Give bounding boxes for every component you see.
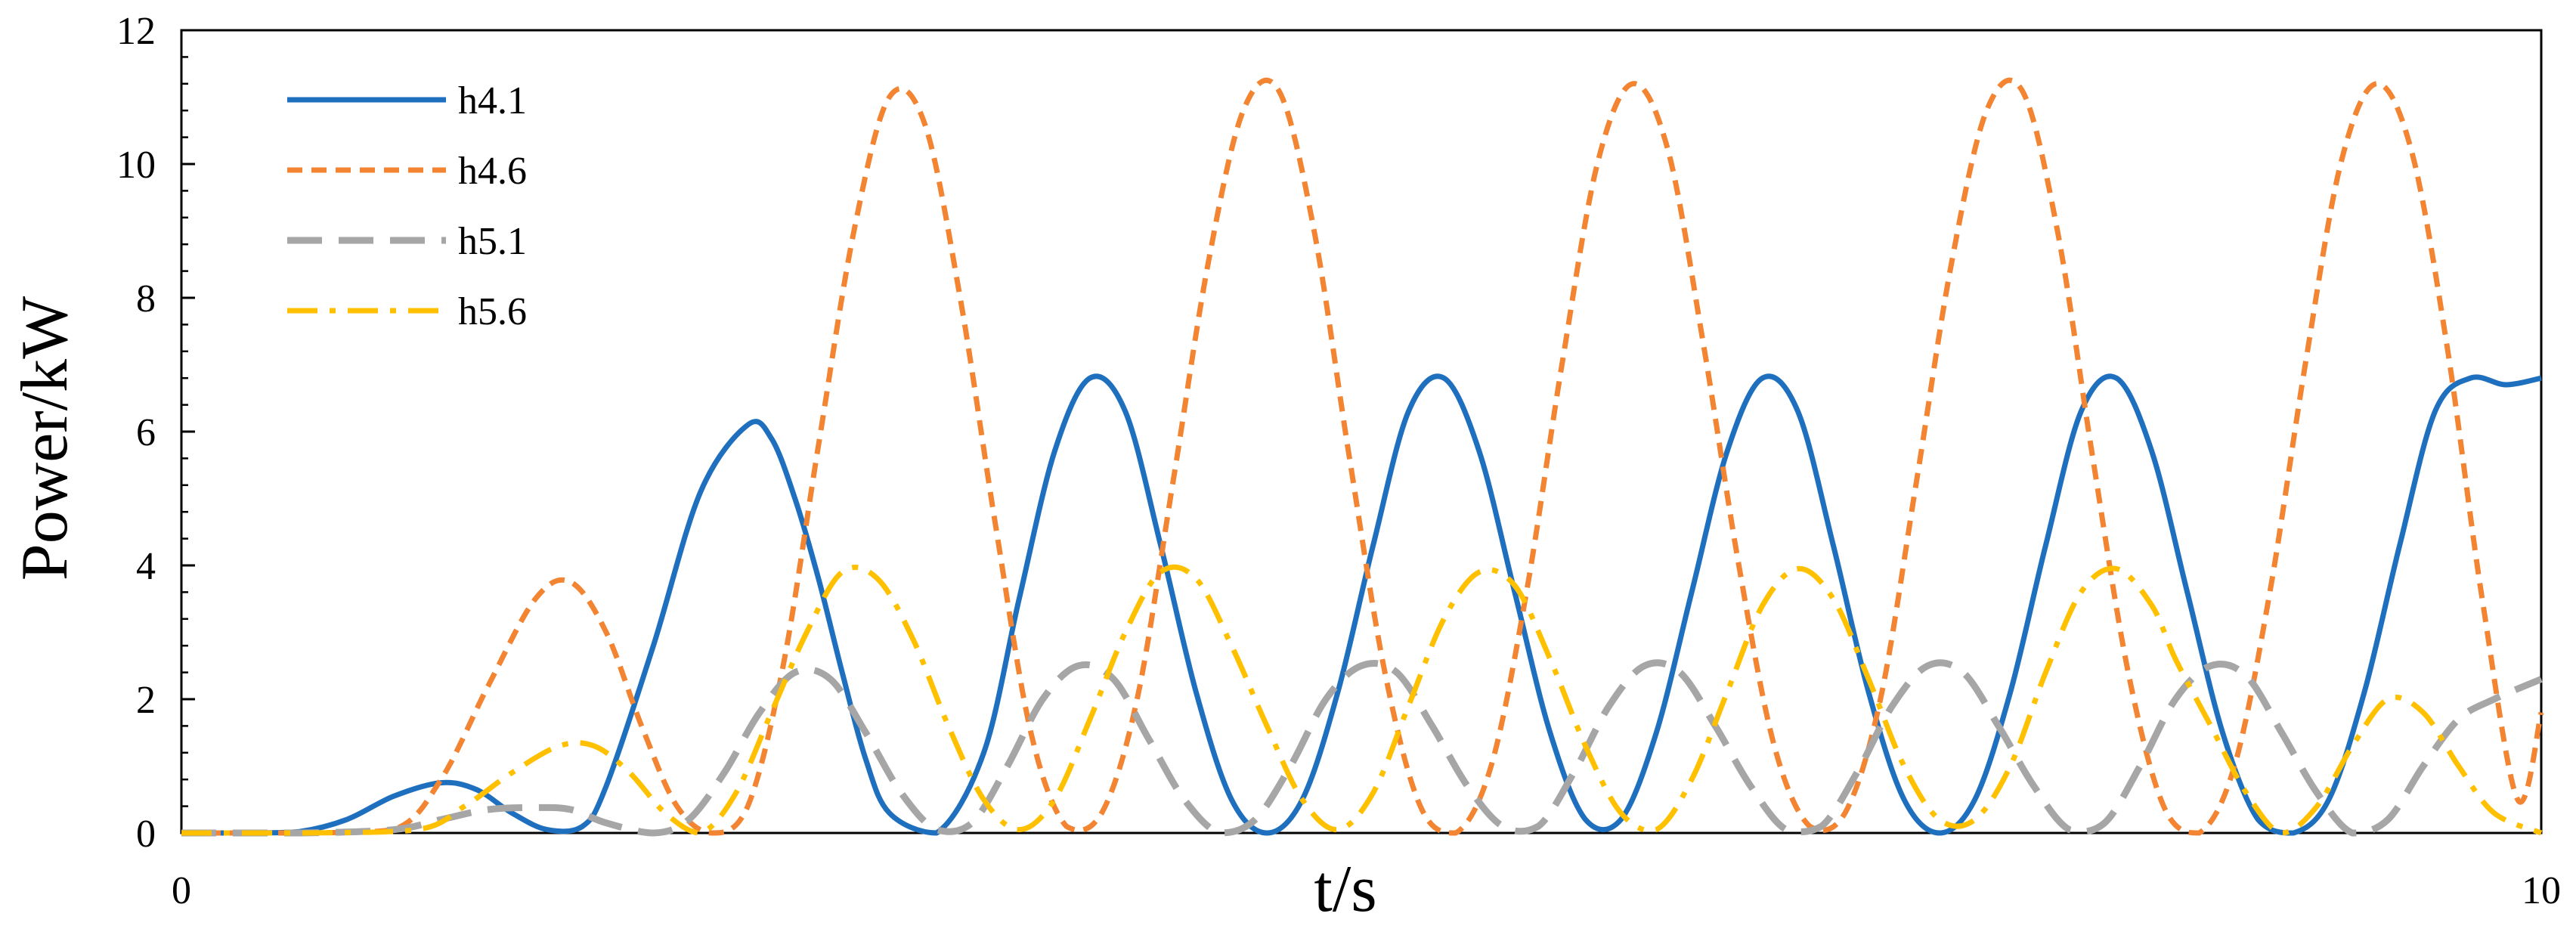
legend: h4.1 h4.6 h5.1 h5.6 [287, 79, 527, 333]
y-tick-label: 4 [136, 545, 156, 588]
y-tick-label: 0 [136, 813, 156, 856]
x-tick-label: 10 [2522, 869, 2561, 912]
y-tick-label: 8 [136, 277, 156, 320]
x-tick-label: 0 [172, 869, 191, 912]
legend-label-h5.1: h5.1 [458, 220, 527, 263]
series-lines [181, 77, 2544, 837]
y-tick-label: 6 [136, 411, 156, 454]
y-tick-label: 12 [116, 10, 156, 53]
axes: 0 2 4 6 8 10 12 0 10 [116, 10, 2561, 912]
plot-frame [180, 29, 2543, 834]
series-line-h5.1 [181, 659, 2543, 837]
legend-label-h5.6: h5.6 [458, 290, 527, 333]
series-line-h4.1 [181, 373, 2542, 836]
legend-label-h4.6: h4.6 [458, 150, 527, 193]
y-tick-label: 2 [136, 679, 156, 722]
y-tick-label: 10 [116, 144, 156, 187]
series-line-h4.6 [181, 77, 2544, 836]
legend-label-h4.1: h4.1 [458, 79, 527, 122]
x-axis-title: t/s [1314, 853, 1376, 926]
series-line-h5.6 [181, 564, 2543, 836]
y-axis-title: Power/kW [8, 296, 82, 581]
